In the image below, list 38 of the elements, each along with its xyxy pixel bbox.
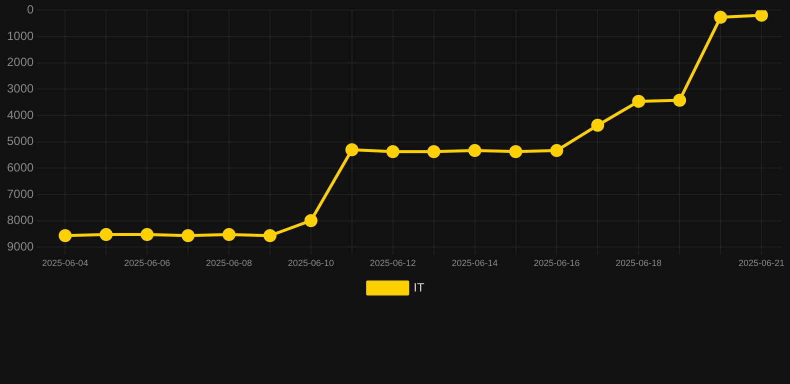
y-tick-label: 0: [27, 2, 34, 17]
point: [182, 229, 195, 242]
y-tick-label: 8000: [6, 213, 34, 228]
point: [263, 229, 276, 242]
x-tick-label: 2025-06-16: [534, 258, 580, 268]
point: [632, 94, 646, 108]
y-tick-label: 9000: [6, 240, 34, 254]
point: [714, 10, 728, 24]
y-tick-label: 5000: [6, 134, 34, 148]
point: [386, 145, 400, 158]
y-tick-label: 7000: [6, 186, 34, 201]
point: [304, 214, 318, 228]
point: [100, 228, 113, 242]
x-tick-label: 2025-06-04: [42, 258, 88, 268]
x-tick-label: 2025-06-06: [124, 258, 170, 268]
point: [509, 145, 522, 158]
x-tick-label: 2025-06-21: [738, 258, 785, 268]
x-tick-label: 2025-06-14: [452, 258, 498, 268]
point: [550, 144, 564, 158]
x-tick-label: 2025-06-08: [206, 258, 252, 268]
point: [427, 145, 440, 158]
point: [222, 228, 236, 242]
point: [468, 144, 482, 158]
y-tick-label: 3000: [6, 82, 34, 96]
point: [140, 228, 154, 242]
y-tick-label: 1000: [6, 28, 34, 43]
point: [755, 10, 768, 22]
y-tick-label: 6000: [6, 160, 34, 175]
x-tick-label: 2025-06-12: [370, 258, 416, 268]
point: [345, 143, 358, 156]
y-tick-label: 2000: [6, 55, 34, 70]
point: [673, 94, 686, 107]
x-tick-label: 2025-06-10: [288, 258, 334, 268]
point: [591, 118, 604, 132]
point: [58, 229, 72, 242]
x-tick-label: 2025-06-18: [616, 258, 662, 268]
legend-label: IT: [414, 280, 425, 294]
y-tick-label: 4000: [6, 108, 34, 122]
